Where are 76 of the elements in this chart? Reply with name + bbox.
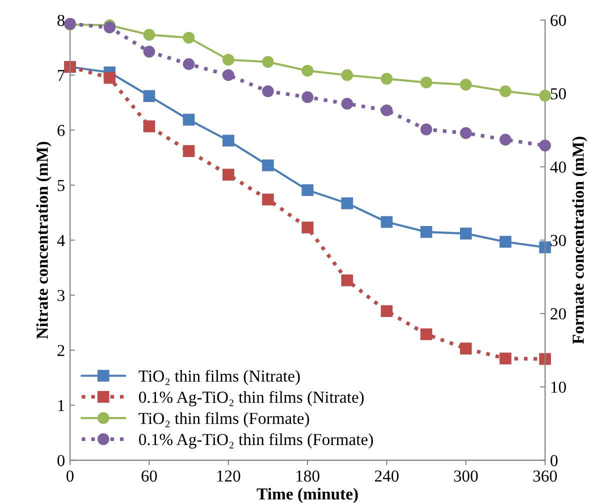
point	[262, 159, 274, 172]
point	[262, 56, 274, 68]
point	[262, 85, 274, 98]
point	[500, 352, 512, 364]
point	[222, 134, 234, 147]
y-tick-label: 8	[57, 14, 65, 26]
point	[380, 216, 393, 228]
x-tick-label: 240	[374, 470, 399, 482]
point	[341, 274, 354, 286]
x-tick-label: 180	[296, 470, 320, 482]
y-tick-label: 6	[58, 124, 65, 136]
y2-axis-title: Formate concentration (mM)	[572, 136, 588, 344]
point	[539, 241, 551, 254]
x-axis-title: Time (minute)	[256, 488, 358, 503]
x-tick-label: 360	[533, 470, 557, 482]
point	[380, 104, 393, 116]
point	[341, 69, 354, 82]
y-tick-label: 4	[57, 234, 65, 246]
point	[143, 120, 156, 132]
point	[182, 58, 195, 70]
point	[302, 184, 314, 196]
point	[341, 98, 354, 110]
point	[143, 90, 156, 102]
legend-label: 0.1% Ag-TiO₂ thin films (Nitrate)	[139, 390, 364, 406]
y-tick-label: 2	[58, 344, 64, 356]
point	[539, 353, 551, 365]
point	[143, 46, 156, 58]
point	[500, 236, 512, 248]
y-tick-label: 0	[57, 454, 65, 466]
point	[420, 226, 432, 238]
point	[420, 124, 432, 136]
point	[262, 194, 274, 206]
point	[222, 54, 234, 66]
point	[302, 91, 314, 104]
point	[460, 78, 472, 91]
point	[380, 72, 393, 85]
point	[302, 64, 314, 77]
legend-label: TiO₂ thin films (Nitrate)	[138, 370, 300, 386]
legend-label: 0.1% Ag-TiO₂ thin films (Formate)	[139, 433, 373, 449]
point	[420, 328, 432, 340]
point	[302, 222, 314, 234]
x-tick-label: 60	[142, 470, 157, 482]
point	[222, 168, 234, 181]
point	[420, 76, 432, 88]
point	[460, 127, 472, 139]
point	[500, 85, 512, 98]
point	[222, 69, 234, 82]
y2-tick-label: 60	[550, 14, 566, 26]
y2-tick-label: 20	[550, 308, 566, 320]
point	[460, 228, 472, 240]
x-tick-label: 120	[217, 470, 240, 482]
point	[500, 134, 512, 146]
y-tick-label: 1	[58, 400, 64, 412]
point	[104, 22, 116, 34]
point	[182, 114, 195, 126]
point	[341, 197, 354, 210]
x-tick-label: 0	[66, 470, 74, 482]
point	[182, 145, 195, 157]
y2-tick-label: 50	[550, 88, 566, 100]
x-tick-label: 300	[454, 470, 478, 482]
y2-tick-label: 10	[551, 382, 566, 393]
point	[143, 28, 156, 41]
y-tick-label: 5	[58, 180, 65, 192]
point	[380, 305, 393, 318]
y2-tick-label: 0	[550, 454, 558, 466]
y2-tick-label: 40	[550, 162, 566, 173]
point	[539, 140, 551, 152]
y-tick-label: 3	[58, 290, 65, 302]
legend-label: TiO₂ thin films (Formate)	[138, 412, 310, 428]
point	[182, 32, 195, 44]
y-tick-label: 7	[58, 70, 65, 81]
y-axis-title: Nitrate concentration (mM)	[36, 142, 52, 339]
y2-tick-label: 30	[550, 234, 566, 246]
point	[460, 342, 472, 354]
point	[539, 90, 551, 102]
point	[104, 72, 116, 84]
